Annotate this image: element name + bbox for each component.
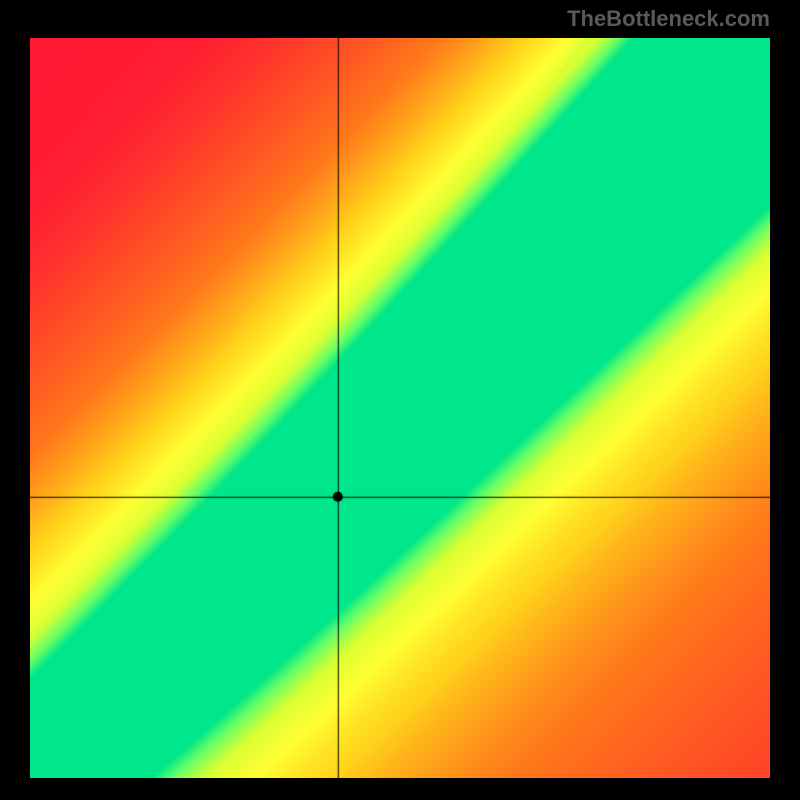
heatmap-canvas	[30, 38, 770, 778]
watermark-text: TheBottleneck.com	[567, 6, 770, 32]
heatmap-plot	[30, 38, 770, 778]
